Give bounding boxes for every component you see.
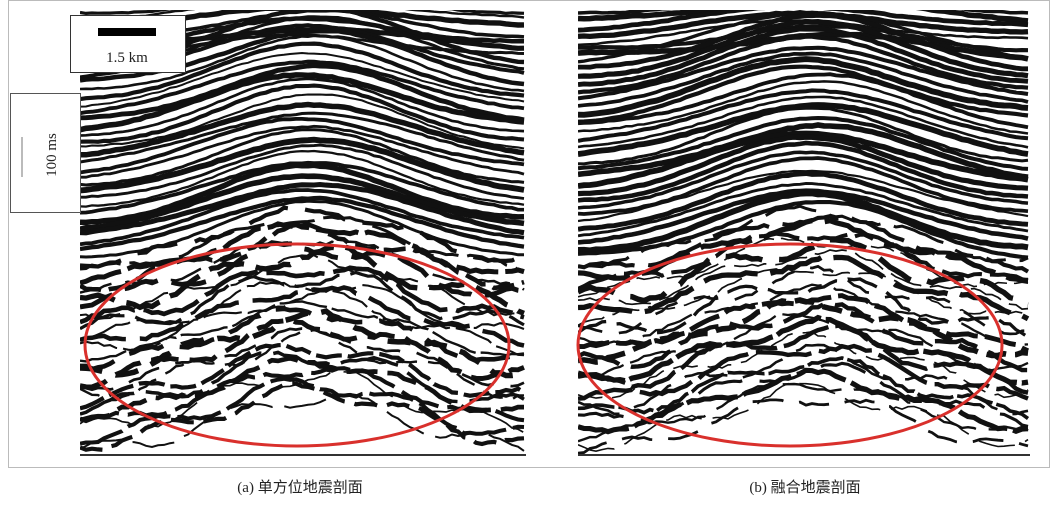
seismic-section-b [578,0,1028,453]
reflector [578,370,1028,431]
distance-label: 1.5 km [106,50,148,66]
time-label: 100 ms [44,133,60,177]
figure: 1.5 km 100 ms (a) 单方位地震剖面 (b) 融合地震剖面 [0,0,1057,502]
scale-bar [98,28,156,36]
caption: (a) 单方位地震剖面 [237,479,362,496]
caption: (b) 融合地震剖面 [749,479,860,496]
